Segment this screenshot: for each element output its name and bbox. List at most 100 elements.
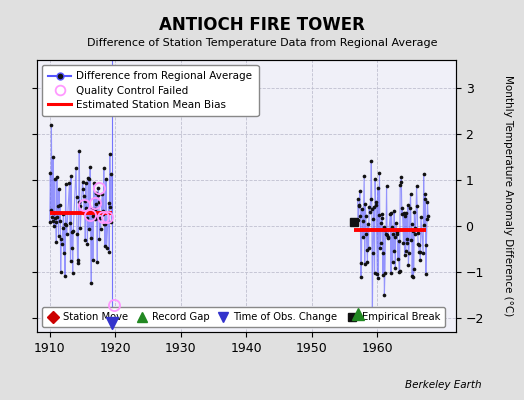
Point bbox=[73, 257, 82, 264]
Point bbox=[421, 196, 430, 202]
Point bbox=[365, 204, 373, 210]
Point bbox=[389, 248, 398, 255]
Point bbox=[379, 249, 387, 256]
Point bbox=[407, 191, 415, 197]
Point bbox=[106, 204, 115, 210]
Point bbox=[400, 210, 408, 216]
Point bbox=[398, 204, 407, 211]
Point bbox=[405, 250, 413, 256]
Point bbox=[374, 275, 383, 281]
Point bbox=[94, 185, 103, 192]
Point bbox=[83, 241, 92, 248]
Point bbox=[58, 241, 66, 248]
Point bbox=[84, 175, 92, 181]
Point bbox=[406, 205, 414, 211]
Point bbox=[387, 210, 396, 216]
Point bbox=[81, 237, 90, 243]
Point bbox=[355, 202, 363, 209]
Point bbox=[90, 180, 98, 186]
Point bbox=[376, 245, 384, 252]
Text: Berkeley Earth: Berkeley Earth bbox=[406, 380, 482, 390]
Point bbox=[55, 186, 63, 193]
Point bbox=[398, 210, 406, 217]
Point bbox=[370, 204, 378, 210]
Point bbox=[68, 229, 77, 235]
Point bbox=[80, 210, 89, 217]
Point bbox=[362, 231, 370, 237]
Point bbox=[85, 226, 93, 232]
Point bbox=[416, 248, 424, 255]
Point bbox=[357, 260, 366, 266]
Point bbox=[72, 165, 80, 172]
Point bbox=[100, 165, 108, 171]
Point bbox=[407, 236, 416, 243]
Point bbox=[92, 201, 100, 207]
Point bbox=[394, 231, 402, 238]
Point bbox=[372, 202, 380, 208]
Point bbox=[408, 272, 417, 279]
Point bbox=[369, 250, 377, 256]
Point bbox=[402, 210, 410, 216]
Point bbox=[377, 211, 386, 218]
Point bbox=[62, 221, 70, 228]
Point bbox=[355, 202, 364, 208]
Point bbox=[87, 280, 95, 286]
Legend: Station Move, Record Gap, Time of Obs. Change, Empirical Break: Station Move, Record Gap, Time of Obs. C… bbox=[42, 307, 445, 327]
Point bbox=[51, 214, 59, 221]
Point bbox=[95, 198, 103, 205]
Point bbox=[358, 218, 367, 225]
Point bbox=[66, 220, 74, 226]
Point bbox=[73, 231, 81, 237]
Point bbox=[95, 236, 104, 242]
Point bbox=[96, 215, 104, 222]
Point bbox=[57, 269, 65, 276]
Point bbox=[48, 214, 56, 221]
Point bbox=[85, 209, 94, 215]
Point bbox=[59, 211, 68, 218]
Point bbox=[377, 220, 385, 226]
Point bbox=[75, 148, 83, 154]
Point bbox=[96, 226, 105, 232]
Point bbox=[389, 230, 397, 237]
Point bbox=[363, 247, 371, 253]
Point bbox=[69, 228, 78, 234]
Point bbox=[354, 217, 363, 224]
Point bbox=[59, 224, 67, 231]
Point bbox=[89, 257, 97, 263]
Point bbox=[47, 121, 56, 128]
Point bbox=[47, 207, 55, 214]
Point bbox=[384, 234, 392, 241]
Text: Difference of Station Temperature Data from Regional Average: Difference of Station Temperature Data f… bbox=[87, 38, 437, 48]
Point bbox=[88, 208, 96, 215]
Point bbox=[396, 182, 405, 188]
Point bbox=[409, 274, 418, 280]
Point bbox=[423, 216, 431, 222]
Point bbox=[409, 228, 417, 234]
Point bbox=[360, 173, 368, 179]
Point bbox=[104, 200, 113, 207]
Point bbox=[358, 206, 366, 212]
Point bbox=[390, 234, 399, 240]
Y-axis label: Monthly Temperature Anomaly Difference (°C): Monthly Temperature Anomaly Difference (… bbox=[504, 75, 514, 317]
Point bbox=[80, 193, 88, 199]
Point bbox=[99, 211, 107, 217]
Point bbox=[54, 203, 62, 210]
Point bbox=[61, 273, 69, 280]
Point bbox=[403, 202, 412, 208]
Point bbox=[79, 186, 88, 192]
Point bbox=[82, 180, 90, 187]
Point bbox=[395, 238, 403, 244]
Point bbox=[393, 229, 401, 235]
Point bbox=[390, 208, 398, 214]
Point bbox=[423, 199, 432, 206]
Point bbox=[397, 174, 406, 180]
Point bbox=[375, 170, 384, 176]
Point bbox=[410, 266, 418, 272]
Point bbox=[52, 239, 60, 245]
Point bbox=[413, 202, 421, 209]
Point bbox=[72, 194, 81, 200]
Point bbox=[56, 202, 64, 208]
Point bbox=[395, 269, 403, 275]
Point bbox=[102, 245, 111, 251]
Point bbox=[382, 231, 390, 238]
